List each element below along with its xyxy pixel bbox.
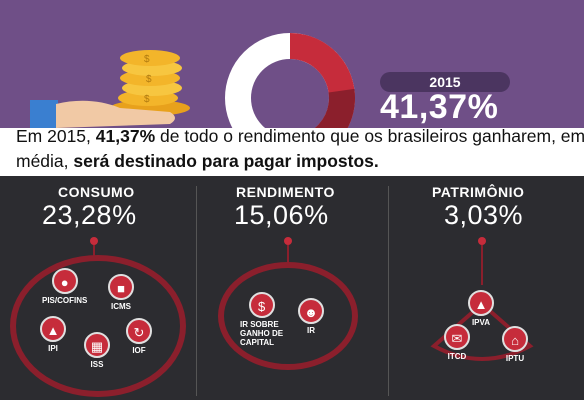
tax-label: IPI (48, 344, 58, 353)
rendimento-ring (218, 262, 358, 370)
tax-label: PIS/COFINS (42, 296, 88, 305)
building-icon: ▦ (84, 332, 110, 358)
document-icon: ✉ (444, 324, 470, 350)
caption-bold-1: 41,37% (95, 126, 156, 146)
caption-band (0, 128, 584, 176)
person-money-icon: ☻ (298, 298, 324, 324)
header-panel: $ $ $ 2015 41,37% (0, 0, 584, 158)
tax-label: ITCD (447, 352, 467, 361)
tax-ipva: ▲ IPVA (468, 290, 494, 327)
consumo-ring (10, 255, 186, 397)
hand-coins-illustration: $ $ $ (30, 50, 190, 128)
car-icon: ▲ (468, 290, 494, 316)
people-icon: ● (51, 268, 78, 294)
total-tax-percent: 41,37% (380, 88, 499, 126)
caption-text: Em 2015, 41,37% de todo o rendimento que… (16, 124, 584, 174)
patrimonio-percent: 3,03% (444, 200, 524, 230)
column-divider (196, 186, 197, 396)
tax-icms: ■ ICMS (108, 274, 134, 311)
svg-text:$: $ (144, 94, 150, 105)
exchange-icon: ↻ (126, 318, 152, 344)
tax-label: IR SOBRE GANHO DE CAPITAL (240, 320, 284, 347)
tax-iss: ▦ ISS (84, 332, 110, 369)
tax-iptu: ⌂ IPTU (502, 326, 528, 363)
tax-pis-cofins: ● PIS/COFINS (42, 268, 87, 305)
tax-ir: ☻ IR (298, 298, 324, 335)
patrimonio-title: PATRIMÔNIO (432, 184, 525, 200)
connector-line (481, 245, 483, 285)
rendimento-title: RENDIMENTO (236, 184, 335, 200)
factory-icon: ▲ (40, 316, 66, 342)
year-badge: 2015 (380, 72, 510, 92)
tax-iof: ↻ IOF (126, 318, 152, 355)
tax-label: IPTU (505, 354, 525, 363)
tax-label: IR (307, 326, 315, 335)
tax-ipi: ▲ IPI (40, 316, 66, 353)
svg-text:$: $ (144, 54, 150, 65)
caption-part-1: Em 2015, (16, 126, 96, 146)
tax-ir-ganho-capital: $ IR SOBRE GANHO DE CAPITAL (240, 292, 283, 347)
connector-line (93, 245, 95, 257)
consumo-title: CONSUMO (58, 184, 135, 200)
home-icon: ⌂ (502, 326, 528, 352)
connector-dot (90, 237, 98, 245)
caption-bold-2: será destinado para pagar impostos. (73, 151, 379, 171)
truck-icon: ■ (108, 274, 134, 300)
tax-label: IOF (132, 346, 146, 355)
rendimento-percent: 15,06% (234, 200, 329, 230)
tax-itcd: ✉ ITCD (444, 324, 470, 361)
house-money-icon: $ (248, 292, 275, 318)
connector-line (287, 245, 289, 263)
caption-part-2: de todo o rendimento que os brasileiros … (16, 126, 584, 171)
tax-label: IPVA (471, 318, 491, 327)
tax-label: ICMS (111, 302, 131, 311)
connector-dot (284, 237, 292, 245)
tax-label: ISS (90, 360, 104, 369)
patrimonio-triangle (430, 301, 534, 361)
connector-dot (478, 237, 486, 245)
svg-text:$: $ (146, 74, 152, 85)
consumo-percent: 23,28% (42, 200, 137, 230)
column-divider (388, 186, 389, 396)
